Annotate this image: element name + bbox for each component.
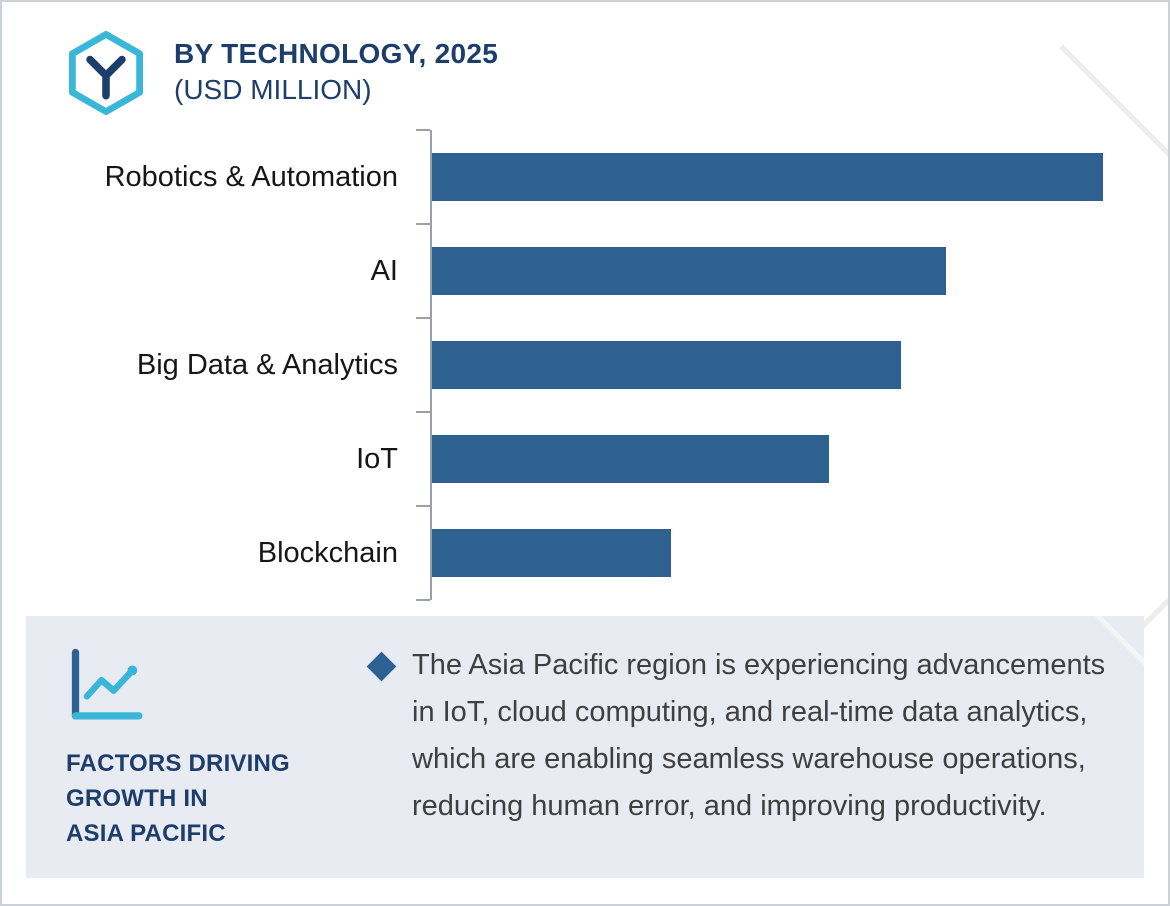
footer-right: The Asia Pacific region is experiencing … bbox=[366, 640, 1108, 854]
chart-row: AI bbox=[2, 223, 1168, 318]
chart-rows: Robotics & Automation AI Big Data & Analyt… bbox=[2, 129, 1168, 601]
bar-track bbox=[416, 505, 1143, 601]
chart-title-line2: (USD MILLION) bbox=[174, 74, 372, 105]
footer-heading-line: FACTORS DRIVING bbox=[66, 750, 290, 777]
chart-row: IoT bbox=[2, 411, 1168, 506]
footer-left: FACTORS DRIVING GROWTH IN ASIA PACIFIC bbox=[66, 640, 371, 854]
header: BY TECHNOLOGY, 2025 (USD MILLION) bbox=[2, 2, 1168, 116]
category-label: Blockchain bbox=[257, 536, 398, 569]
chart-bar bbox=[432, 341, 901, 389]
chart-row: Blockchain bbox=[2, 505, 1168, 601]
footer-heading-line: GROWTH IN bbox=[66, 784, 208, 812]
category-label: Big Data & Analytics bbox=[136, 348, 398, 381]
chart-row: Big Data & Analytics bbox=[2, 317, 1168, 412]
hexagon-y-logo-icon bbox=[69, 31, 143, 115]
chart-title-line1: BY TECHNOLOGY, 2025 bbox=[174, 38, 499, 69]
footer-heading-line: ASIA PACIFIC bbox=[66, 819, 226, 847]
bar-chart: Robotics & Automation AI Big Data & Analyt… bbox=[2, 129, 1168, 601]
footer-heading: FACTORS DRIVING GROWTH IN ASIA PACIFIC bbox=[66, 747, 371, 851]
bar-track bbox=[416, 223, 1143, 318]
footer-panel: FACTORS DRIVING GROWTH IN ASIA PACIFIC T… bbox=[26, 616, 1144, 878]
chart-bar bbox=[432, 247, 946, 295]
bar-track bbox=[416, 411, 1143, 506]
line-chart-icon bbox=[71, 648, 143, 720]
chart-row: Robotics & Automation bbox=[2, 129, 1168, 224]
chart-title: BY TECHNOLOGY, 2025 (USD MILLION) bbox=[174, 30, 498, 106]
diamond-bullet-icon bbox=[366, 651, 397, 682]
category-label: IoT bbox=[356, 442, 398, 475]
bar-track bbox=[416, 129, 1143, 224]
chart-bar bbox=[432, 529, 671, 577]
chart-bar bbox=[432, 435, 830, 483]
footer-bullet-text: The Asia Pacific region is experiencing … bbox=[412, 649, 1106, 822]
bar-track bbox=[416, 317, 1143, 412]
category-label: AI bbox=[370, 254, 398, 287]
category-label: Robotics & Automation bbox=[104, 160, 398, 193]
chart-bar bbox=[432, 153, 1103, 201]
